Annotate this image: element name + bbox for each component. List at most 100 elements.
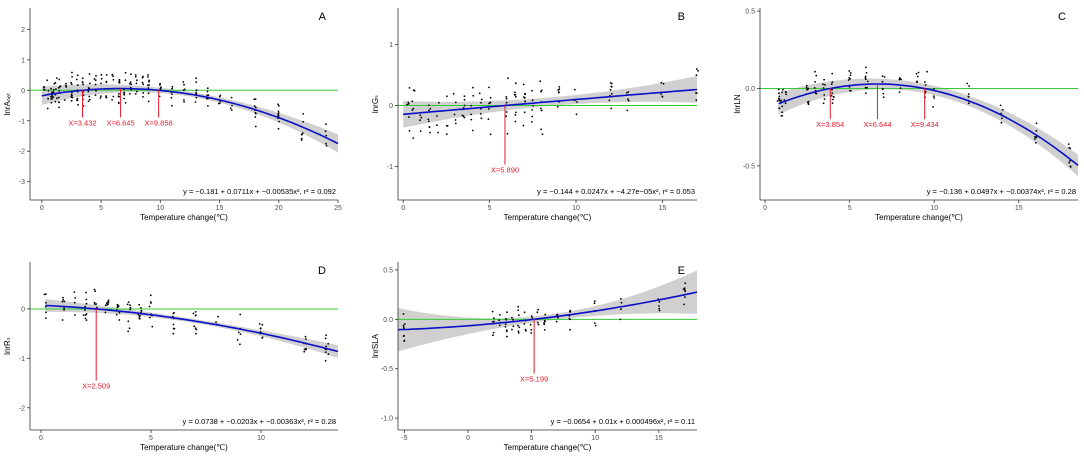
x-tick-label: 15: [659, 205, 667, 212]
data-point: [419, 114, 422, 116]
data-point: [218, 102, 221, 104]
data-point: [94, 83, 97, 86]
chart-panel-B: X=5.890 0 5 10 15 -1 0 1 Temperature change(℃) ln…: [371, 8, 699, 222]
data-point: [171, 93, 173, 95]
data-point: [302, 120, 304, 123]
regression-equation: y = −0.181 + 0.0711x + −0.00535x², r² = …: [183, 187, 336, 196]
y-tick-label: 1: [21, 57, 25, 64]
y-tick-label: 0: [21, 306, 25, 313]
fit-curve: [778, 83, 1079, 167]
data-point: [968, 85, 970, 87]
data-point: [429, 107, 432, 110]
data-point: [966, 82, 969, 85]
regression-equation: y = −0.136 + 0.0497x + −0.00374x², r² = …: [927, 187, 1076, 196]
data-point: [82, 94, 85, 97]
data-point: [531, 115, 534, 118]
data-point: [518, 326, 521, 329]
data-point: [61, 300, 64, 303]
y-axis-label: lnrGₛ: [371, 95, 380, 113]
data-point: [555, 314, 558, 316]
data-point: [81, 81, 84, 84]
y-tick-label: 0: [389, 103, 393, 110]
data-point: [530, 329, 533, 331]
data-point: [866, 80, 869, 83]
data-point: [658, 305, 660, 307]
data-point: [514, 114, 517, 116]
data-point: [261, 336, 264, 339]
data-point: [402, 324, 405, 327]
x-tick-label: 15: [655, 435, 663, 442]
data-point: [537, 308, 540, 311]
data-point: [402, 313, 405, 315]
data-point: [76, 84, 79, 86]
data-point: [531, 89, 533, 92]
data-point: [138, 316, 141, 318]
data-point: [849, 72, 852, 74]
data-point: [492, 334, 494, 337]
threshold-label: X=6.644: [863, 120, 891, 129]
data-point: [695, 99, 698, 102]
x-tick-label: 5: [99, 205, 103, 212]
fit-curve: [403, 88, 698, 116]
data-point: [1034, 135, 1036, 138]
data-point: [823, 94, 826, 96]
data-point: [149, 294, 152, 297]
data-point: [530, 332, 533, 334]
data-point: [531, 316, 534, 319]
data-point: [142, 96, 144, 98]
y-tick-label: -1: [387, 164, 393, 171]
data-point: [778, 95, 781, 98]
data-point: [776, 100, 779, 102]
data-point: [71, 92, 73, 94]
data-point: [924, 81, 926, 83]
data-point: [463, 104, 466, 107]
data-point: [882, 92, 885, 95]
data-point: [73, 291, 76, 293]
data-point: [85, 313, 88, 315]
data-point: [327, 342, 330, 345]
data-point: [406, 103, 408, 106]
x-tick-label: -5: [401, 435, 407, 442]
data-point: [438, 101, 440, 104]
data-point: [82, 105, 85, 107]
data-point: [74, 297, 77, 299]
fit-curve: [41, 87, 339, 145]
data-point: [89, 82, 91, 85]
data-point: [148, 305, 151, 308]
data-point: [412, 107, 415, 110]
data-point: [523, 311, 526, 314]
data-point: [300, 133, 303, 136]
data-point: [105, 80, 108, 83]
data-point: [140, 307, 142, 309]
y-tick-label: 0.0: [383, 317, 393, 324]
data-point: [865, 92, 867, 94]
data-point: [824, 83, 826, 86]
data-point: [499, 313, 501, 316]
data-point: [93, 78, 96, 80]
x-tick-label: 10: [257, 435, 265, 442]
data-point: [134, 93, 137, 95]
x-tick-label: 10: [572, 205, 580, 212]
data-point: [107, 303, 109, 305]
data-point: [207, 94, 210, 97]
data-point: [43, 89, 46, 91]
data-point: [76, 99, 78, 102]
data-point: [419, 119, 421, 122]
data-point: [88, 73, 91, 75]
data-point: [194, 311, 197, 313]
y-tick-label: -1.0: [381, 416, 393, 423]
y-tick-label: 0.5: [745, 9, 755, 16]
y-tick-label: -3: [19, 179, 25, 186]
data-point: [253, 105, 256, 107]
regression-equation: y = −0.0654 + 0.01x + 0.000496x², r² = 0…: [551, 417, 695, 426]
data-point: [783, 99, 786, 101]
data-point: [172, 312, 175, 315]
data-point: [926, 70, 928, 73]
data-point: [1068, 161, 1071, 164]
data-point: [59, 85, 62, 87]
data-point: [864, 66, 867, 69]
data-point: [94, 303, 96, 305]
data-point: [523, 96, 526, 99]
data-point: [489, 133, 492, 136]
data-point: [556, 105, 559, 108]
